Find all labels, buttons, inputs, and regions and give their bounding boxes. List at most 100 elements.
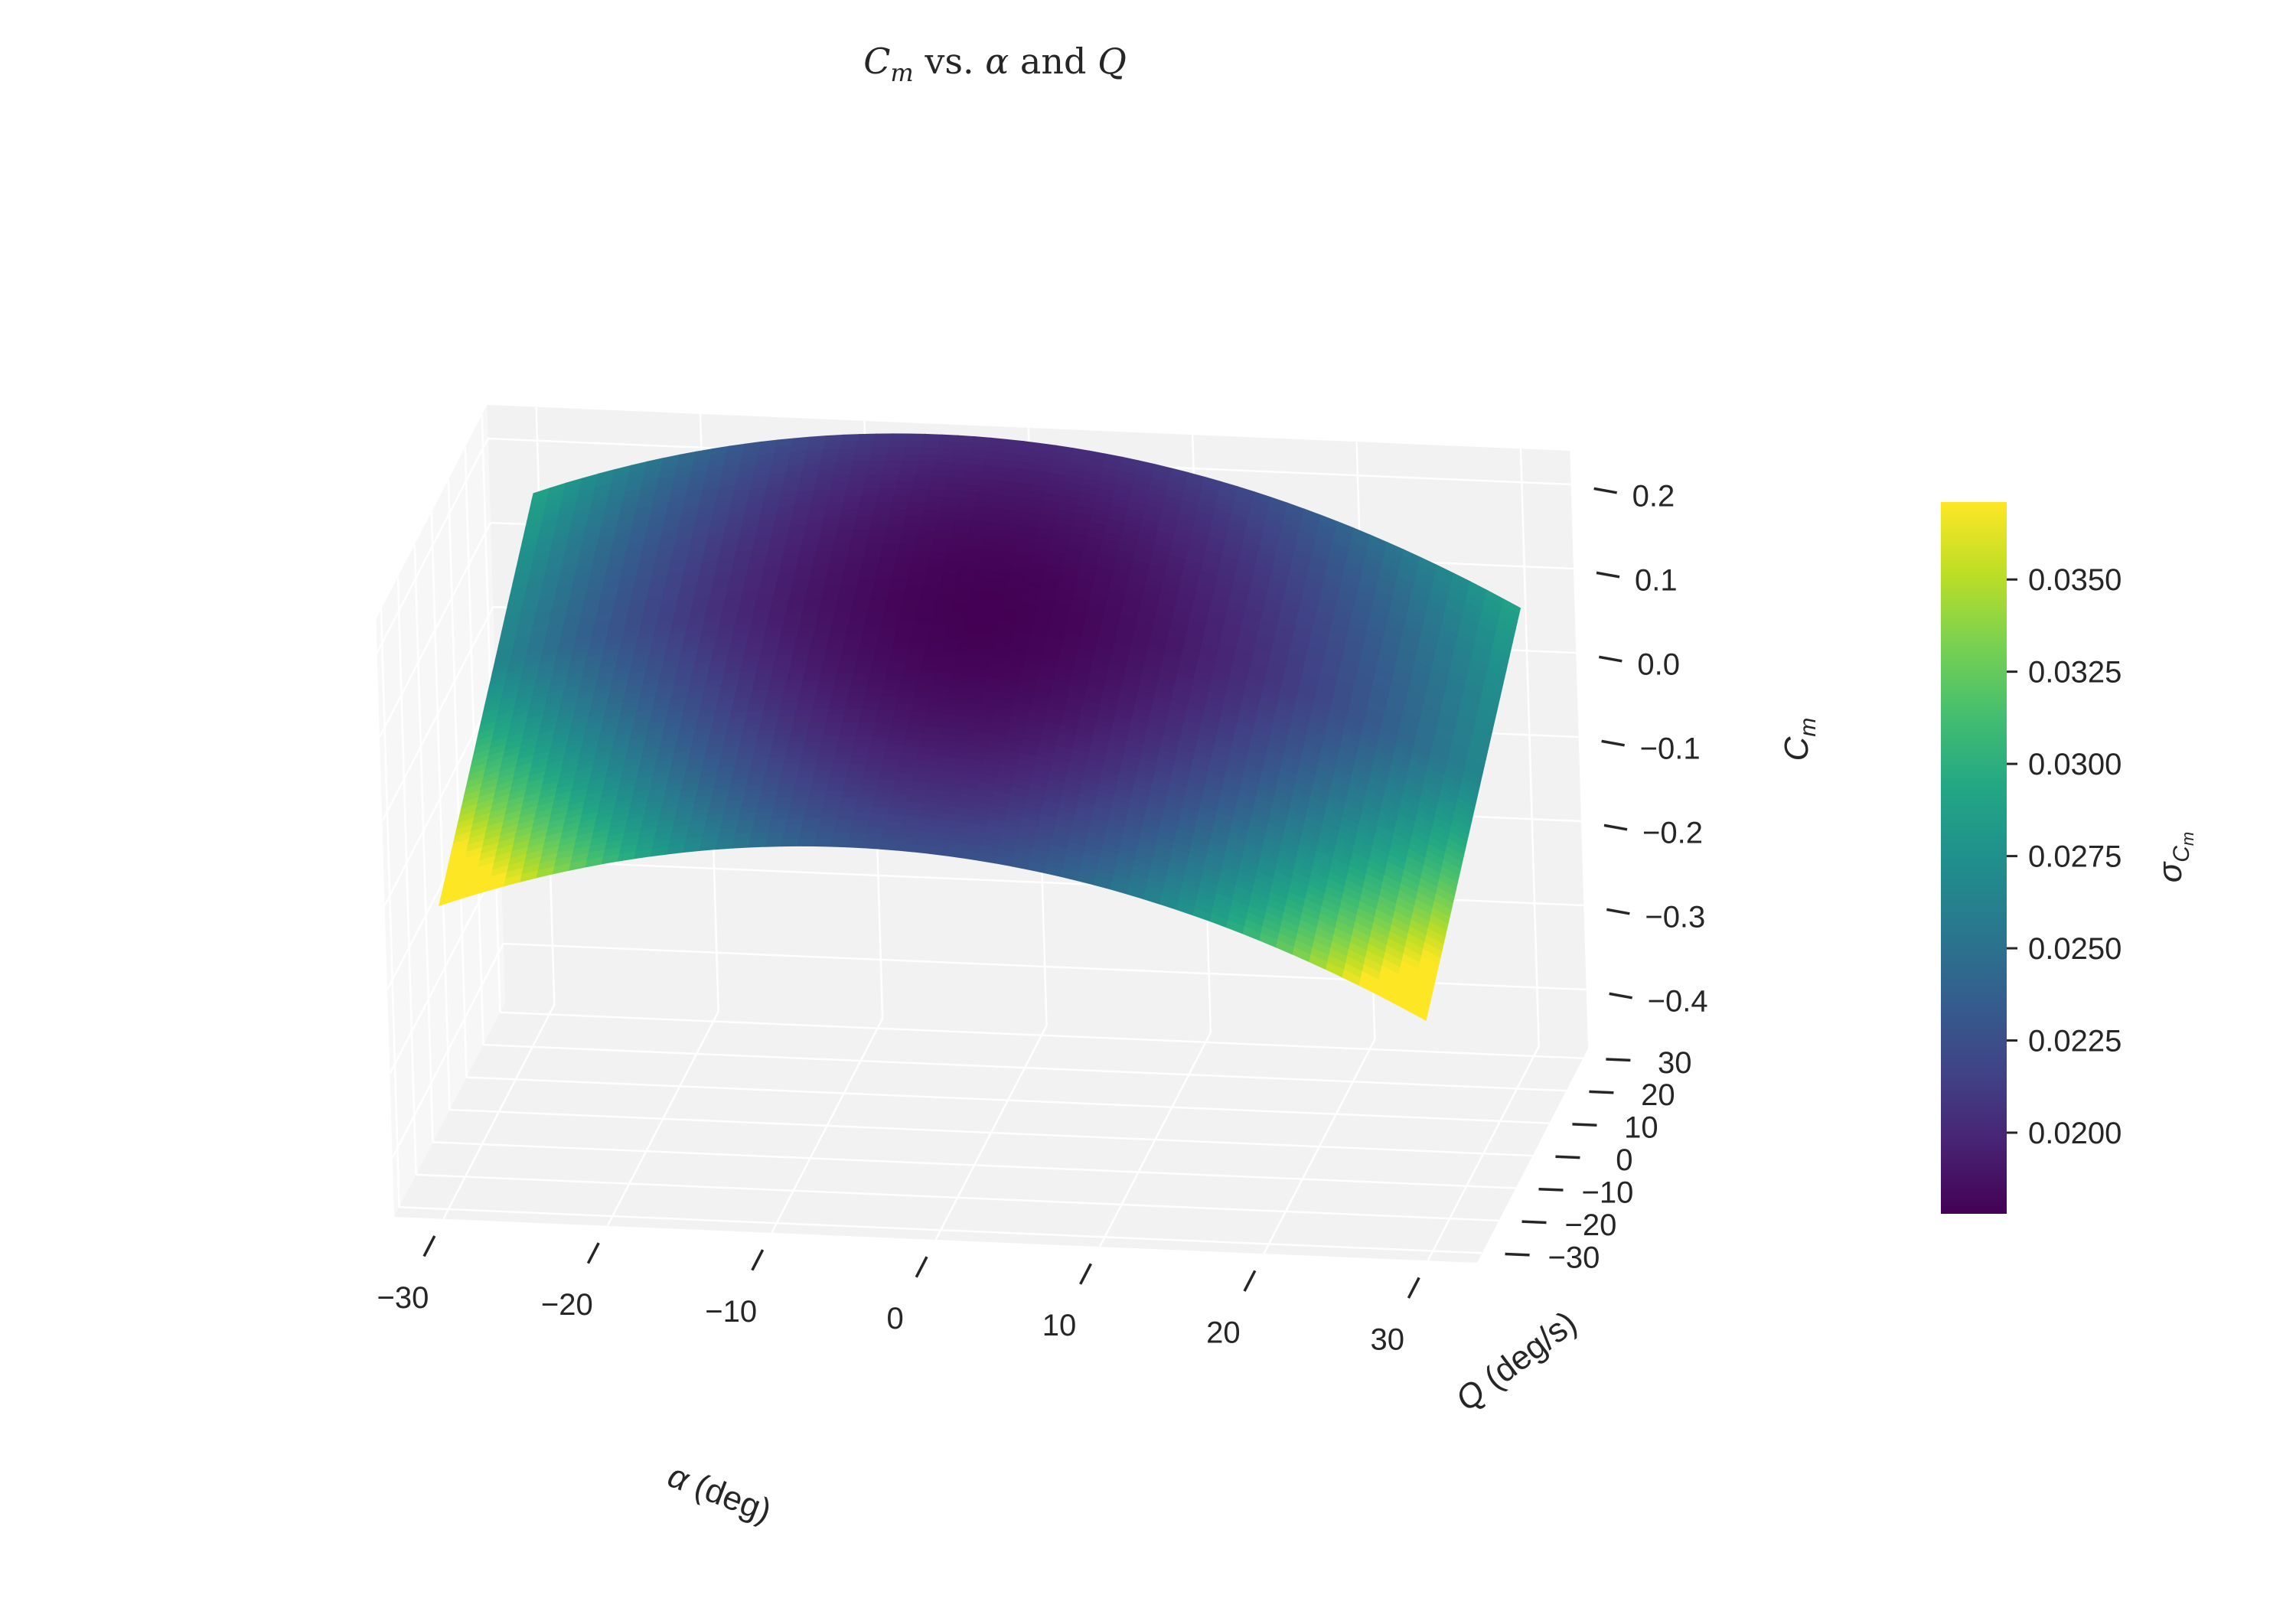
z-tick-tick xyxy=(1603,823,1628,831)
surface-cell xyxy=(837,667,856,675)
surface-cell xyxy=(780,770,800,778)
surface-cell xyxy=(803,742,823,751)
surface-cell xyxy=(842,570,862,579)
surface-cell xyxy=(905,509,925,518)
surface-cell xyxy=(869,454,889,462)
surface-cell xyxy=(850,536,869,545)
surface-cell xyxy=(806,585,826,594)
surface-cell xyxy=(759,791,778,800)
gridline-z-left xyxy=(389,859,502,1075)
surface-cell xyxy=(879,481,899,490)
surface-cell xyxy=(877,633,897,642)
surface-cell xyxy=(847,474,867,484)
y-tick-tick xyxy=(1555,1155,1580,1159)
surface-cell xyxy=(837,591,857,600)
surface-cell xyxy=(761,784,781,793)
z-tick-tick xyxy=(1606,908,1630,915)
surface-cell xyxy=(776,715,796,725)
surface-cell xyxy=(883,461,903,469)
z-tick-tick xyxy=(1609,992,1632,1000)
colorbar-tick-label: 0.0200 xyxy=(2028,1117,2122,1150)
surface-cell xyxy=(852,598,872,607)
surface-cell xyxy=(789,660,808,670)
surface-cell xyxy=(902,523,922,532)
surface-cell xyxy=(893,488,913,497)
colorbar-tick-label: 0.0275 xyxy=(2028,840,2122,874)
surface-cell xyxy=(795,633,815,642)
surface-cell xyxy=(876,709,896,718)
surface-cell xyxy=(879,626,899,635)
surface-cell xyxy=(853,667,872,676)
surface-cell xyxy=(786,742,806,752)
surface-cell xyxy=(845,701,865,710)
surface-cell xyxy=(905,440,925,449)
surface-cell xyxy=(778,777,798,785)
surface-cell xyxy=(837,804,857,814)
surface-cell xyxy=(808,646,828,655)
surface-cell xyxy=(886,447,906,455)
y-tick-tick xyxy=(1505,1252,1530,1257)
surface-cell xyxy=(906,579,926,588)
gridline-x-floor xyxy=(1427,1045,1540,1261)
surface-cell xyxy=(851,673,871,683)
surface-cell xyxy=(827,564,847,572)
surface-cell xyxy=(882,681,902,690)
surface-cell xyxy=(814,838,833,847)
surface-cell xyxy=(813,625,833,634)
surface-cell xyxy=(889,509,908,517)
surface-cell xyxy=(899,605,919,615)
surface-cell xyxy=(853,522,872,531)
surface-cell xyxy=(868,529,888,538)
surface-cell xyxy=(854,805,874,814)
surface-cell xyxy=(823,722,843,730)
surface-cell xyxy=(732,840,752,849)
surface-cell xyxy=(892,495,912,504)
z-tick-label: −0.1 xyxy=(1640,732,1701,765)
surface-cell xyxy=(913,474,933,484)
surface-cell xyxy=(771,811,791,820)
surface-cell xyxy=(837,735,857,744)
surface-cell xyxy=(866,468,885,476)
surface-cell xyxy=(815,687,835,696)
colorbar-tick-label: 0.0350 xyxy=(2028,563,2122,597)
surface-cell xyxy=(865,543,885,552)
surface-cell xyxy=(867,605,887,614)
surface-cell xyxy=(817,680,837,689)
surface-cell xyxy=(855,729,875,738)
surface-cell xyxy=(895,481,915,490)
surface-cell xyxy=(891,571,911,580)
surface-cell xyxy=(847,763,867,772)
surface-cell xyxy=(912,481,931,491)
surface-cell xyxy=(865,757,885,766)
surface-cell xyxy=(837,523,856,531)
surface-cell xyxy=(683,843,703,853)
surface-cell xyxy=(852,742,872,752)
surface-cell xyxy=(820,523,840,532)
surface-cell xyxy=(860,778,880,787)
surface-cell xyxy=(912,844,931,854)
colorbar-tick-label: 0.0250 xyxy=(2028,932,2122,966)
surface-cell xyxy=(843,708,863,717)
surface-cell xyxy=(842,715,862,724)
surface-cell xyxy=(789,729,809,738)
surface-cell xyxy=(835,530,855,538)
surface-cell xyxy=(845,556,865,566)
surface-cell xyxy=(907,502,927,511)
surface-cell xyxy=(857,646,877,655)
surface-cell xyxy=(874,502,894,510)
surface-cell xyxy=(878,556,898,566)
x-tick-tick xyxy=(1407,1277,1420,1299)
surface-cell xyxy=(765,763,785,772)
gridline-y-wall xyxy=(396,576,417,1175)
surface-cell xyxy=(895,843,915,853)
surface-cell xyxy=(830,839,850,848)
surface-cell xyxy=(807,797,827,806)
y-tick-tick xyxy=(1572,1123,1597,1127)
surface-cell xyxy=(782,831,802,840)
surface-cell xyxy=(908,495,928,504)
surface-cell xyxy=(827,708,846,716)
surface-cell xyxy=(916,461,936,470)
surface-cell xyxy=(833,536,853,545)
gridline-y-floor xyxy=(500,1011,1583,1059)
surface-cell xyxy=(841,502,861,511)
